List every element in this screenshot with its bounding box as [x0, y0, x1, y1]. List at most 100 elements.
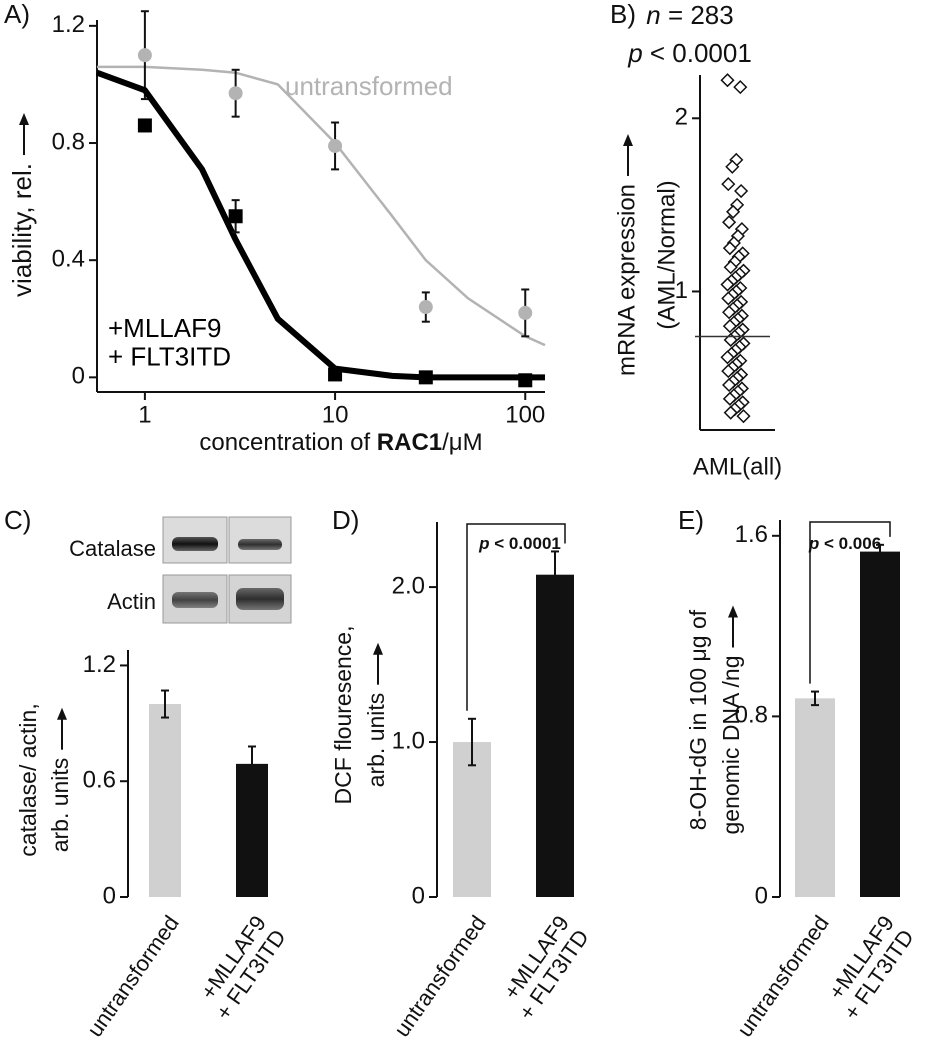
- data-point: [328, 138, 343, 153]
- significance-bracket: [466, 523, 566, 711]
- y-tick-label: 0: [755, 882, 768, 909]
- blot-band: [238, 539, 282, 550]
- x-tick-label: +MLLAF9+ FLT3ITD: [819, 911, 919, 1025]
- annotation-italic: p: [808, 534, 819, 553]
- bar: [536, 574, 574, 897]
- axis-arrow-head: [623, 133, 633, 146]
- data-point: [736, 409, 751, 424]
- x-axis-label-text: concentration of: [199, 429, 376, 456]
- data-point: [722, 241, 737, 256]
- y-axis-label-text: arb. units: [47, 758, 73, 853]
- x-axis-label: concentration of RAC1/μM: [199, 429, 482, 456]
- data-point: [725, 159, 740, 174]
- text-line: +MLLAF9: [108, 313, 221, 343]
- axis-arrow-head: [373, 642, 383, 655]
- data-point: [734, 183, 749, 199]
- data-point: [722, 319, 737, 334]
- y-axis-label: genomic DNA /ng: [718, 605, 744, 835]
- y-tick-label: 0: [412, 882, 425, 909]
- axis-arrow-head: [19, 113, 29, 126]
- data-point: [723, 260, 738, 275]
- data-point: [722, 377, 737, 393]
- annotation: p < 0.006: [808, 534, 881, 553]
- data-point: [723, 405, 738, 420]
- x-tick-label: AML(all): [693, 453, 782, 480]
- y-tick-label: 0.8: [52, 128, 85, 155]
- series-label: untransformed: [285, 71, 453, 101]
- data-point: [720, 277, 735, 292]
- y-axis-label: mRNA expression: [613, 133, 640, 376]
- y-axis-label: catalase/ actin,: [15, 703, 41, 856]
- y-axis-label: (AML/Normal): [653, 180, 680, 329]
- data-point: [721, 291, 736, 306]
- data-point: [518, 305, 533, 320]
- blot-band: [236, 588, 284, 610]
- significance-bracket: [809, 521, 891, 684]
- y-axis-label-text: (AML/Normal): [653, 180, 680, 329]
- annotation: p < 0.0001: [627, 38, 752, 68]
- data-point: [518, 373, 533, 388]
- annotation-text: = 283: [661, 0, 734, 30]
- y-tick-label: 2.0: [392, 572, 425, 599]
- data-point: [722, 305, 737, 320]
- annotation-italic: n: [646, 0, 660, 30]
- panel-label: A): [4, 0, 30, 29]
- panel-label: C): [4, 505, 31, 535]
- bar: [236, 763, 268, 897]
- panel-label: B): [610, 0, 636, 29]
- y-axis-label-text: 8-OH-dG in 100 μg of: [685, 609, 711, 830]
- x-axis-label-bold: RAC1: [377, 429, 442, 456]
- y-axis-label: arb. units: [47, 707, 73, 853]
- data-point: [721, 177, 736, 192]
- y-axis-label: 8-OH-dG in 100 μg of: [685, 609, 711, 830]
- y-axis-label-text: DCF flouresence,: [330, 626, 356, 805]
- x-tick-label: untransformed: [82, 911, 184, 1042]
- y-tick-label: 2: [675, 104, 688, 131]
- data-point: [137, 118, 152, 133]
- annotation: n = 283: [646, 0, 733, 30]
- data-point: [418, 370, 433, 385]
- y-tick-label: 0: [103, 882, 116, 909]
- y-axis-label: viability, rel.: [7, 113, 37, 297]
- data-point: [722, 215, 737, 230]
- data-point: [720, 350, 735, 365]
- y-axis-label-text: catalase/ actin,: [15, 703, 41, 856]
- y-tick-label: 1.2: [52, 11, 85, 38]
- bar: [795, 698, 835, 897]
- blot-label: Actin: [107, 589, 156, 614]
- x-tick-label: 10: [322, 401, 349, 428]
- y-tick-label: 1.6: [735, 521, 768, 548]
- panel-label: D): [332, 505, 359, 535]
- data-point: [228, 86, 243, 101]
- bar: [860, 551, 900, 897]
- y-axis-label-text: arb. units: [363, 693, 389, 788]
- x-tick-label: untransformed: [389, 911, 491, 1042]
- text-line: + FLT3ITD: [108, 341, 231, 371]
- y-axis-label-text: genomic DNA /ng: [718, 656, 744, 835]
- y-axis-label-text: viability, rel.: [7, 163, 37, 297]
- data-point: [228, 209, 243, 224]
- data-point: [720, 73, 735, 88]
- annotation: p < 0.0001: [478, 534, 561, 553]
- annotation-text: < 0.0001: [643, 38, 752, 68]
- x-tick-label: 100: [505, 401, 545, 428]
- data-point: [418, 300, 433, 315]
- x-tick-label: untransformed: [732, 911, 834, 1042]
- y-axis-label: arb. units: [363, 642, 389, 788]
- western-blot: [162, 516, 292, 624]
- x-tick-label: +MLLAF9+ FLT3ITD: [191, 911, 291, 1025]
- annotation-text: < 0.0001: [490, 534, 561, 553]
- x-tick-label: +MLLAF9+ FLT3ITD: [494, 911, 594, 1025]
- y-tick-label: 0.6: [83, 767, 116, 794]
- axis-arrow-head: [728, 605, 738, 618]
- x-tick-label: 1: [138, 401, 151, 428]
- data-point: [733, 80, 748, 95]
- y-tick-label: 1.2: [83, 651, 116, 678]
- series-label: +MLLAF9 + FLT3ITD: [108, 313, 231, 372]
- bar: [453, 742, 491, 897]
- annotation-text: < 0.006: [819, 534, 881, 553]
- data-point: [721, 364, 736, 379]
- data-point: [722, 391, 737, 406]
- y-tick-label: 1.0: [392, 727, 425, 754]
